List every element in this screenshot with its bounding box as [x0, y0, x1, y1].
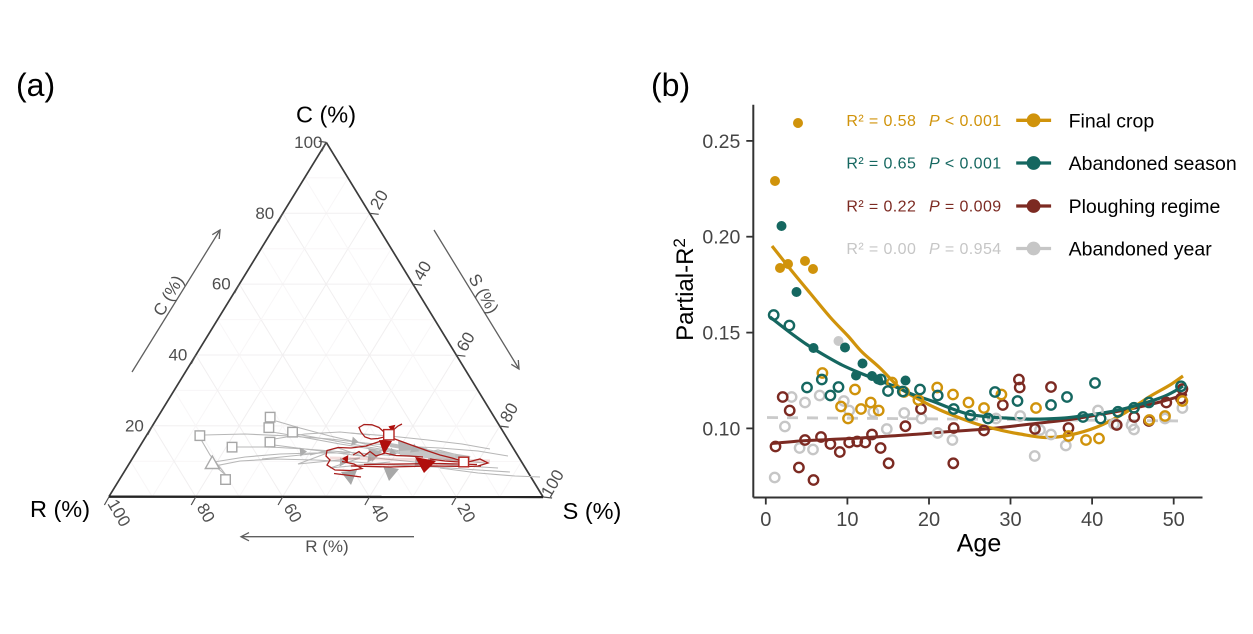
svg-text:R² = 0.58: R² = 0.58 [846, 113, 916, 130]
svg-text:Partial-R2: Partial-R2 [670, 238, 699, 341]
svg-text:30: 30 [999, 509, 1021, 531]
svg-text:C (%): C (%) [296, 102, 356, 128]
svg-text:R² = 0.22: R² = 0.22 [846, 199, 916, 216]
svg-text:Abandoned year: Abandoned year [1069, 239, 1213, 261]
svg-text:Abandoned season: Abandoned season [1069, 153, 1237, 175]
svg-text:R² = 0.65: R² = 0.65 [846, 156, 916, 173]
svg-text:Ploughing regime: Ploughing regime [1069, 196, 1221, 218]
svg-text:100: 100 [294, 133, 322, 152]
svg-text:0: 0 [760, 509, 771, 531]
svg-text:R (%): R (%) [30, 496, 90, 522]
svg-text:P < 0.001: P < 0.001 [929, 113, 1002, 130]
svg-text:20: 20 [918, 509, 940, 531]
svg-text:40: 40 [1081, 509, 1103, 531]
svg-text:P = 0.009: P = 0.009 [929, 199, 1002, 216]
svg-text:P = 0.954: P = 0.954 [929, 241, 1002, 258]
svg-text:S (%): S (%) [563, 498, 622, 524]
svg-text:R (%): R (%) [305, 537, 348, 556]
svg-text:60: 60 [212, 275, 231, 294]
svg-text:10: 10 [836, 509, 858, 531]
svg-text:40: 40 [168, 346, 187, 365]
svg-text:Age: Age [957, 530, 1001, 558]
svg-text:0.20: 0.20 [702, 227, 740, 249]
svg-text:50: 50 [1163, 509, 1185, 531]
svg-text:80: 80 [255, 204, 274, 223]
svg-text:P < 0.001: P < 0.001 [929, 156, 1002, 173]
svg-text:R² = 0.00: R² = 0.00 [846, 241, 916, 258]
svg-text:0.25: 0.25 [702, 131, 740, 153]
svg-text:(b): (b) [651, 67, 690, 103]
svg-text:0.15: 0.15 [702, 323, 740, 345]
svg-text:0.10: 0.10 [702, 418, 740, 440]
svg-text:20: 20 [125, 416, 144, 435]
svg-text:Final crop: Final crop [1069, 110, 1155, 132]
svg-text:(a): (a) [16, 67, 55, 103]
